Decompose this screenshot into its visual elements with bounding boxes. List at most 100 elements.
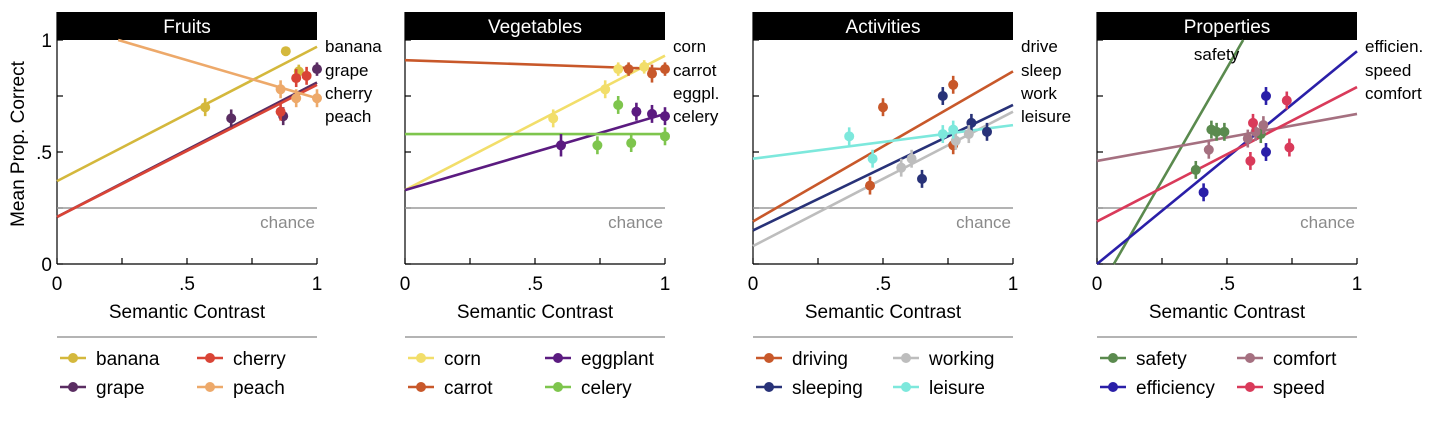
panel-title: Activities [846,17,921,38]
data-point-eggplant [660,111,670,122]
fit-line-speed [1096,85,1358,223]
x-tick-label: 0 [400,274,411,295]
legend-entry-efficiency: efficiency [1136,378,1215,399]
panel-title-bar [753,12,1013,40]
fit-line-driving [752,70,1014,223]
data-point-speed [1281,95,1292,106]
legend-entry-carrot: carrot [444,378,493,399]
data-point-safety [1190,164,1201,175]
legend-entry-safety: safety [1136,349,1187,370]
data-point-driving [878,102,888,113]
data-point-celery [626,138,637,149]
series-line-label: corn [673,37,706,56]
data-point-celery [613,99,624,110]
x-tick-label: 1 [1352,274,1363,295]
data-point-carrot [647,68,657,79]
legend-swatch-dot-peach [205,382,215,392]
legend-entry-peach: peach [233,378,285,399]
data-point-speed [1284,142,1295,153]
fit-line-comfort [1096,112,1358,163]
series-line-label: drive [1021,37,1058,56]
legend-swatch-dot-speed [1245,382,1255,392]
x-tick-label: 1 [660,274,671,295]
data-point-carrot [660,64,670,75]
data-point-safety [1219,126,1230,137]
data-point-carrot [623,64,634,75]
fit-line-efficiency [1096,50,1358,266]
legend-swatch-dot-driving [764,353,774,363]
chance-label: chance [260,213,315,232]
y-tick-label: 0 [41,255,52,276]
fit-line-cherry [56,83,318,219]
data-point-driving [948,79,959,90]
data-point-sleeping [937,91,948,101]
series-line-label: celery [673,107,719,126]
x-axis-label: Semantic Contrast [109,302,266,323]
data-point-cherry [291,73,302,84]
data-point-corn [548,113,559,124]
legend-entry-eggplant: eggplant [581,349,655,370]
data-point-working [906,153,917,164]
data-point-cherry [275,106,286,117]
legend-entry-banana: banana [96,349,160,370]
data-point-celery [660,131,670,142]
data-point-grape [226,113,237,124]
panel-title-bar [405,12,665,40]
data-point-celery [592,140,603,151]
x-tick-label: .5 [875,274,891,295]
data-point-working [963,129,974,140]
data-point-banana [200,102,211,113]
series-line-label: cherry [325,84,373,103]
data-point-eggplant [631,106,642,117]
x-tick-label: 1 [312,274,323,295]
legend-swatch-dot-carrot [416,382,426,392]
fit-line-safety [1112,39,1245,265]
series-line-label: comfort [1365,84,1422,103]
series-line-label: peach [325,107,371,126]
legend-swatch-dot-comfort [1245,353,1255,363]
legend-swatch-dot-cherry [205,353,215,363]
x-tick-label: 0 [748,274,759,295]
legend-swatch-dot-leisure [901,382,911,392]
legend-entry-working: working [928,349,994,370]
x-tick-label: .5 [527,274,543,295]
data-point-sleeping [917,173,927,184]
series-line-label: speed [1365,61,1411,80]
data-point-corn [639,61,650,72]
data-point-corn [600,84,611,95]
data-point-eggplant [556,140,566,151]
x-axis-label: Semantic Contrast [805,302,962,323]
legend-entry-celery: celery [581,378,632,399]
legend-entry-grape: grape [96,378,145,399]
data-point-leisure [948,124,959,135]
data-point-leisure [937,129,948,140]
legend-entry-speed: speed [1273,378,1325,399]
data-point-comfort [1242,133,1253,144]
legend-entry-comfort: comfort [1273,349,1337,370]
legend-entry-cherry: cherry [233,349,286,370]
panel-activities: Activities 0 .5 1 chance drive sleep work leisur… [748,12,1071,399]
data-point-leisure [844,131,855,142]
data-point-safety [1211,126,1222,137]
data-point-speed [1248,117,1258,128]
data-point-corn [613,64,624,75]
series-line-label: grape [325,61,368,80]
legend-swatch-dot-efficiency [1108,382,1118,392]
data-point-peach [312,93,322,104]
series-line-label: work [1020,84,1057,103]
data-point-comfort [1258,120,1269,131]
legend-swatch-dot-eggplant [553,353,563,363]
series-line-label: leisure [1021,107,1071,126]
y-axis-label: Mean Prop. Correct [8,60,29,227]
legend-entry-corn: corn [444,349,481,370]
data-point-banana [280,46,291,57]
x-axis-label: Semantic Contrast [457,302,614,323]
x-tick-label: 0 [52,274,63,295]
legend-swatch-dot-celery [553,382,563,392]
data-point-leisure [867,153,878,164]
data-point-driving [865,180,875,191]
panel-title: Properties [1184,17,1271,38]
chance-label: chance [1300,213,1355,232]
data-point-grape [312,64,322,75]
legend-entry-leisure: leisure [929,378,985,399]
